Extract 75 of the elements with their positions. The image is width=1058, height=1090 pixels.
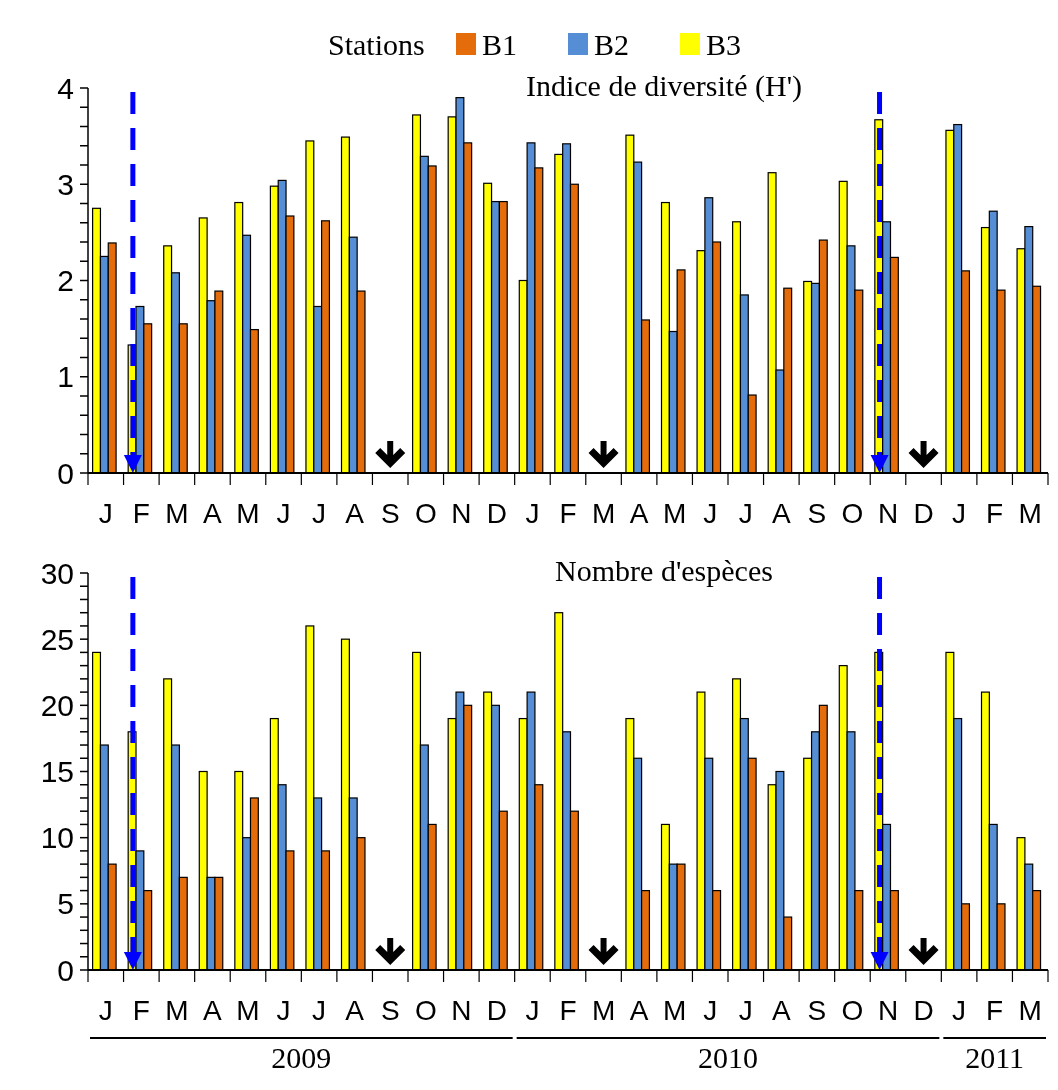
- x-tick-label: J: [703, 498, 718, 529]
- x-tick-label: J: [98, 995, 113, 1026]
- x-tick-label: O: [414, 498, 437, 529]
- x-tick-label: F: [132, 995, 150, 1026]
- x-tick-label: J: [738, 995, 753, 1026]
- legend-title: Stations: [328, 27, 425, 61]
- y-tick-label: 20: [40, 688, 74, 722]
- x-tick-label: F: [132, 498, 150, 529]
- x-tick-label: O: [841, 498, 864, 529]
- legend-label: B3: [706, 27, 742, 61]
- x-tick-label: A: [345, 498, 365, 529]
- x-tick-label: A: [771, 995, 791, 1026]
- x-tick-label: A: [203, 498, 223, 529]
- y-tick-label: 5: [57, 887, 74, 921]
- x-tick-label: M: [591, 995, 616, 1026]
- y-tick-label: 1: [57, 360, 74, 394]
- x-tick-label: J: [312, 498, 327, 529]
- x-tick-label: M: [236, 995, 260, 1026]
- x-tick-label: M: [1018, 498, 1042, 529]
- x-tick-label: S: [807, 498, 827, 529]
- x-tick-label: J: [952, 995, 967, 1026]
- text: 2010: [698, 1041, 758, 1074]
- chart-title: Nombre d'espèces: [555, 554, 773, 587]
- legend-label: B1: [482, 27, 518, 61]
- x-tick-label: A: [203, 995, 223, 1026]
- text: 2011: [965, 1041, 1025, 1074]
- x-tick-label: J: [312, 995, 327, 1026]
- x-tick-label: S: [380, 995, 400, 1026]
- x-tick-label: D: [913, 498, 934, 529]
- x-tick-label: J: [525, 498, 540, 529]
- x-tick-label: M: [1018, 995, 1042, 1026]
- y-tick-label: 30: [40, 556, 74, 590]
- x-tick-label: F: [559, 498, 577, 529]
- x-tick-label: A: [771, 498, 791, 529]
- x-tick-label: M: [663, 498, 687, 529]
- x-tick-label: M: [236, 498, 260, 529]
- x-tick-label: N: [451, 498, 472, 529]
- x-tick-label: M: [591, 498, 616, 529]
- x-tick-label: F: [986, 498, 1004, 529]
- x-tick-label: J: [952, 498, 967, 529]
- y-tick-label: 0: [57, 953, 74, 987]
- x-tick-label: D: [486, 995, 508, 1026]
- y-tick-label: 10: [40, 821, 74, 855]
- x-tick-label: F: [986, 995, 1004, 1026]
- y-tick-label: 25: [40, 622, 74, 656]
- x-tick-label: D: [486, 498, 508, 529]
- x-tick-label: A: [345, 995, 365, 1026]
- chart-title: Indice de diversité (H'): [525, 69, 803, 103]
- x-tick-label: J: [98, 498, 113, 529]
- x-tick-label: S: [380, 498, 400, 529]
- x-tick-label: M: [165, 498, 189, 529]
- x-tick-label: F: [559, 995, 577, 1026]
- x-tick-label: J: [276, 498, 291, 529]
- y-tick-label: 4: [57, 71, 74, 105]
- x-tick-label: A: [629, 498, 649, 529]
- y-tick-label: 2: [57, 264, 74, 297]
- x-tick-label: S: [807, 995, 827, 1026]
- x-tick-label: J: [738, 498, 753, 529]
- x-tick-label: O: [414, 995, 437, 1026]
- x-tick-label: J: [276, 995, 291, 1026]
- y-tick-label: 0: [57, 456, 74, 490]
- x-tick-label: A: [629, 995, 649, 1026]
- x-tick-label: N: [877, 498, 899, 529]
- legend-label: B2: [594, 27, 630, 61]
- y-tick-label: 15: [40, 755, 74, 788]
- x-tick-label: N: [877, 995, 899, 1026]
- x-tick-label: M: [165, 995, 189, 1026]
- x-tick-label: J: [703, 995, 718, 1026]
- x-tick-label: J: [525, 995, 540, 1026]
- x-tick-label: M: [663, 995, 687, 1026]
- x-tick-label: O: [841, 995, 864, 1026]
- x-tick-label: D: [913, 995, 934, 1026]
- text: 2009: [271, 1041, 332, 1074]
- y-tick-label: 3: [57, 167, 74, 201]
- x-tick-label: N: [451, 995, 472, 1026]
